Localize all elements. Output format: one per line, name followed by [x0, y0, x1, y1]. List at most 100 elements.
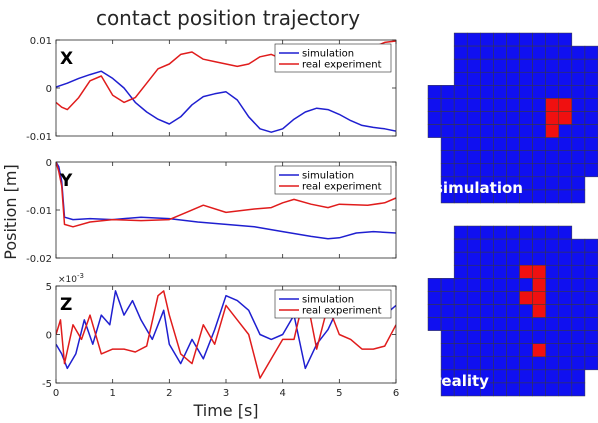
heatmap-cell-reality-11-9 [545, 369, 560, 384]
heatmap-cell-reality-10-9 [545, 356, 560, 371]
heatmap-cell-simulation-6-0 [427, 111, 442, 125]
heatmap-cell-simulation-0-3 [466, 32, 481, 47]
heatmap-cell-simulation-4-6 [506, 85, 520, 99]
heatmap-cell-reality-9-3 [466, 343, 481, 358]
heatmap-cell-reality-0-10 [558, 225, 573, 240]
heatmap-cell-reality-6-0 [427, 304, 442, 318]
heatmap-cell-simulation-11-9 [545, 176, 560, 191]
series-line-x-simulation [56, 70, 396, 133]
heatmap-cell-simulation-4-9 [545, 85, 560, 99]
heatmap-cell-reality-7-10 [558, 317, 573, 331]
heatmap-cell-reality-4-7 [519, 278, 533, 292]
x-tick-label-z-6: 6 [393, 388, 399, 399]
y-tick-label-x-0: -0.01 [26, 132, 52, 143]
legend-label-x-0: simulation [302, 49, 354, 60]
heatmap-cell-simulation-3-9 [545, 71, 560, 86]
heatmap-cell-simulation-1-8 [532, 45, 546, 60]
heatmap-cell-simulation-12-10 [558, 189, 573, 204]
heatmap-cell-simulation-0-6 [506, 32, 520, 47]
heatmap-cell-simulation-6-4 [480, 111, 494, 125]
heatmap-cell-reality-5-9 [545, 291, 560, 305]
heatmap-cell-simulation-0-9 [545, 32, 560, 47]
heatmap-cell-reality-0-8 [532, 225, 546, 240]
heatmap-cell-reality-9-4 [480, 343, 494, 358]
heatmap-cell-reality-3-3 [466, 264, 481, 279]
heatmap-cell-simulation-4-4 [480, 85, 494, 99]
heatmap-cell-reality-0-9 [545, 225, 560, 240]
heatmap-cell-reality-7-1 [440, 317, 455, 331]
heatmap-cell-simulation-7-4 [480, 124, 494, 138]
heatmap-cell-simulation-10-6 [506, 163, 520, 178]
heatmap-cell-reality-11-6 [506, 369, 520, 384]
heatmap-cell-simulation-10-11 [571, 163, 586, 178]
heatmap-cell-reality-1-6 [506, 238, 520, 253]
heatmap-cell-simulation-10-2 [453, 163, 468, 178]
heatmap-cell-reality-3-11 [571, 264, 586, 279]
y-tick-label-y-0: -0.02 [26, 254, 52, 265]
heatmap-cell-simulation-8-5 [493, 137, 507, 151]
heatmap-cell-reality-9-9 [545, 343, 560, 358]
legend-label-y-0: simulation [302, 171, 354, 182]
y-tick-label-z-2: 5 [46, 282, 52, 293]
heatmap-cell-reality-10-10 [558, 356, 573, 371]
heatmap-cell-reality-8-6 [506, 330, 520, 344]
heatmap-cell-reality-6-11 [571, 304, 586, 318]
heatmap-cell-reality-10-7 [519, 356, 533, 371]
heatmap-cell-simulation-3-5 [493, 71, 507, 86]
heatmap-cell-simulation-4-7 [519, 85, 533, 99]
heatmap-cell-simulation-9-4 [480, 150, 494, 165]
heatmap-cell-reality-4-12 [584, 278, 598, 292]
heatmap-cell-simulation-5-1 [440, 98, 455, 112]
heatmap-cell-reality-7-5 [493, 317, 507, 331]
heatmap-cell-simulation-6-3 [466, 111, 481, 125]
heatmap-cell-reality-2-6 [506, 251, 520, 266]
heatmap-cell-simulation-6-5 [493, 111, 507, 125]
heatmap-cell-reality-7-9 [545, 317, 560, 331]
heatmap-label-simulation: simulation [434, 179, 523, 197]
heatmap-cell-reality-11-10 [558, 369, 573, 384]
heatmap-cell-reality-3-5 [493, 264, 507, 279]
heatmap-cell-reality-7-7 [519, 317, 533, 331]
heatmap-cell-simulation-11-10 [558, 176, 573, 191]
heatmap-cell-reality-2-5 [493, 251, 507, 266]
x-tick-label-z-2: 2 [166, 388, 172, 399]
heatmap-cell-simulation-6-8 [532, 111, 546, 125]
heatmap-reality: reality [427, 225, 598, 397]
heatmap-cell-simulation-2-11 [571, 58, 586, 73]
heatmap-cell-simulation-8-8 [532, 137, 546, 151]
heatmap-cell-reality-10-1 [440, 356, 455, 371]
heatmap-cell-simulation-3-10 [558, 71, 573, 86]
x-tick-label-z-1: 1 [109, 388, 115, 399]
heatmap-cell-simulation-5-10 [558, 98, 573, 112]
heatmap-simulation: simulation [427, 32, 598, 204]
heatmap-cell-simulation-6-12 [584, 111, 598, 125]
heatmap-cell-reality-5-12 [584, 291, 598, 305]
heatmap-cell-reality-10-5 [493, 356, 507, 371]
heatmap-cell-reality-9-11 [571, 343, 586, 358]
x-axis-label: Time [s] [192, 401, 258, 420]
x-tick-label-z-5: 5 [336, 388, 342, 399]
heatmap-cell-reality-2-11 [571, 251, 586, 266]
heatmap-cell-simulation-6-10 [558, 111, 573, 125]
heatmap-cell-reality-5-1 [440, 291, 455, 305]
heatmap-cell-reality-0-5 [493, 225, 507, 240]
heatmap-cell-reality-12-11 [571, 382, 586, 397]
heatmap-cell-reality-5-3 [466, 291, 481, 305]
series-line-z-real-experiment [56, 290, 396, 379]
y-tick-label-z-0: -5 [42, 379, 52, 390]
legend-box-x [274, 43, 392, 73]
heatmap-cell-reality-7-12 [584, 317, 598, 331]
heatmap-cell-simulation-2-2 [453, 58, 468, 73]
y-tick-label-x-1: 0 [46, 84, 52, 95]
legend-label-z-0: simulation [302, 295, 354, 306]
heatmap-cell-simulation-7-10 [558, 124, 573, 138]
heatmap-cell-simulation-5-9 [545, 98, 560, 112]
heatmap-cell-reality-4-3 [466, 278, 481, 292]
heatmap-cell-reality-6-5 [493, 304, 507, 318]
heatmap-cell-simulation-6-2 [453, 111, 468, 125]
y-tick-label-y-1: -0.01 [26, 206, 52, 217]
heatmap-cell-simulation-8-6 [506, 137, 520, 151]
heatmap-cell-reality-10-11 [571, 356, 586, 371]
